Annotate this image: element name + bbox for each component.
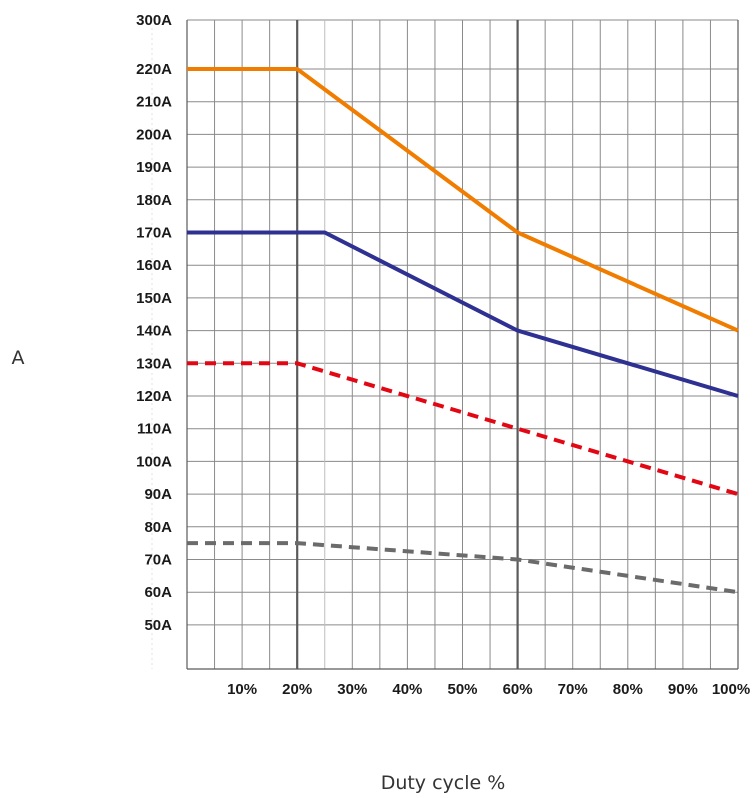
y-tick-label: 220A [136,61,172,78]
series-line-1 [187,67,739,333]
y-tick-label: 80A [144,519,172,536]
y-tick-label: 200A [136,126,172,143]
x-tick-label: 30% [337,681,367,698]
x-tick-label: 70% [558,681,588,698]
y-tick-label: 140A [136,323,172,340]
y-tick-label: 100A [136,453,172,470]
y-tick-label: 170A [136,225,172,242]
grid [151,19,739,670]
y-tick-label: 150A [136,290,172,307]
x-tick-label: 20% [282,681,312,698]
x-tick-label: 80% [613,681,643,698]
y-tick-label: 60A [144,584,172,601]
y-tick-label: 160A [136,257,172,274]
y-tick-label: 70A [144,552,172,569]
x-tick-label: 90% [668,681,698,698]
x-tick-label: 100% [712,681,750,698]
y-tick-labels: 50A 60A 70A 80A 90A 100A 110A 120A 130A 140A 150A 1… [136,12,172,634]
x-tick-label: 40% [392,681,422,698]
y-tick-label: 130A [136,355,172,372]
series-line-3 [187,361,739,497]
y-axis-title: A [12,347,25,369]
y-tick-label: 50A [144,617,172,634]
y-tick-label: 190A [136,159,172,176]
y-tick-label: 300A [136,12,172,29]
y-tick-label: 90A [144,486,172,503]
y-tick-label: 110A [137,421,172,438]
x-tick-label: 10% [227,681,257,698]
series-line-2 [187,230,739,398]
y-tick-label: 180A [136,192,172,209]
x-tick-labels: 10% 20% 30% 40% 50% 60% 70% 80% 90% 100% [227,681,750,698]
x-tick-label: 60% [503,681,533,698]
x-axis-title: Duty cycle % [381,772,506,794]
y-tick-label: 210A [136,94,172,111]
series-lines [187,67,739,595]
x-tick-label: 50% [447,681,477,698]
y-tick-label: 120A [136,388,172,405]
series-line-4 [187,541,739,595]
